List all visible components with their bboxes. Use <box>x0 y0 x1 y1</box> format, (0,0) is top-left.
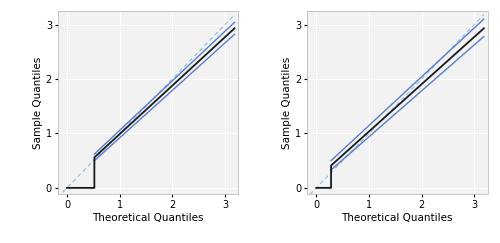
Y-axis label: Sample Quantiles: Sample Quantiles <box>282 57 292 149</box>
X-axis label: Theoretical Quantiles: Theoretical Quantiles <box>92 213 204 223</box>
Y-axis label: Sample Quantiles: Sample Quantiles <box>33 57 43 149</box>
X-axis label: Theoretical Quantiles: Theoretical Quantiles <box>342 213 453 223</box>
